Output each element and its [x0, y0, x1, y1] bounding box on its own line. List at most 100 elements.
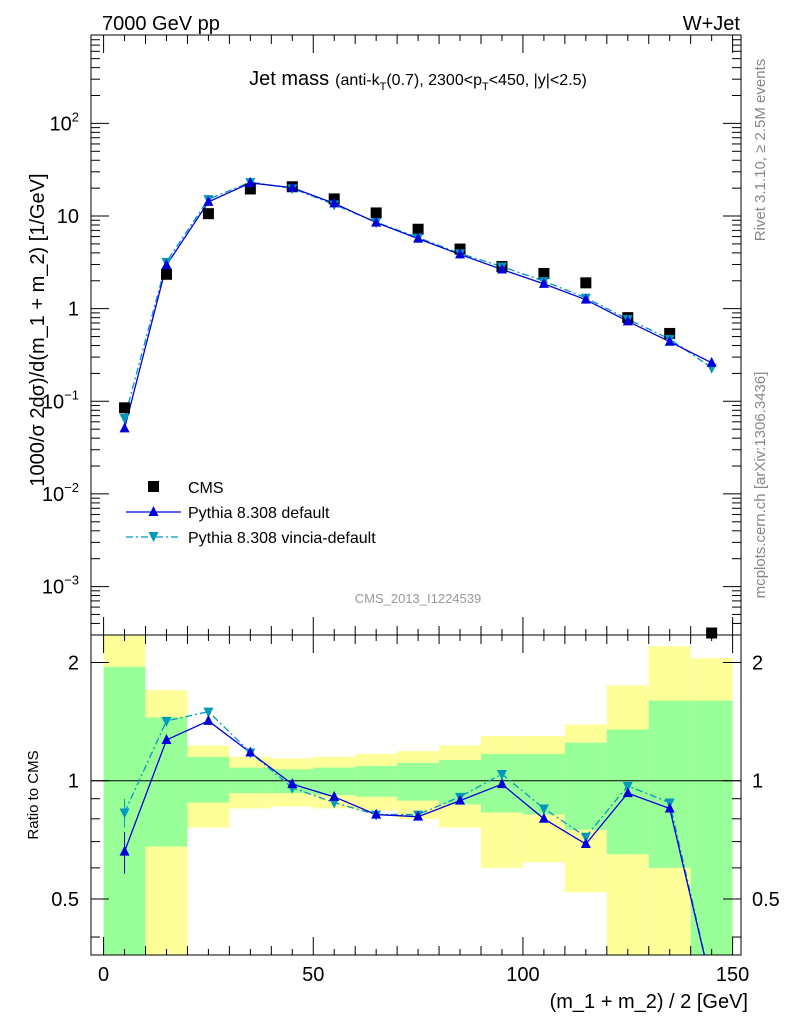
ratio-vincia-point-9 — [496, 770, 507, 781]
ratio-default-point-5 — [329, 790, 340, 801]
ratio-default-point-8 — [455, 794, 466, 805]
default-point-7 — [413, 232, 424, 243]
default-point-1 — [161, 259, 172, 270]
default-point-8 — [455, 248, 466, 259]
analysis-id-label: CMS_2013_I1224539 — [355, 591, 482, 606]
x-tick-label-2: 100 — [506, 964, 539, 986]
y-tick-label-1: 10 — [57, 206, 79, 228]
ratio-default-point-3 — [245, 746, 256, 757]
y-tick-label-5: 10−3 — [42, 573, 79, 599]
ratio-band-inner-11 — [564, 742, 607, 830]
vincia-point-0 — [119, 414, 130, 425]
cms-point-10 — [538, 267, 550, 279]
x-tick-label-3: 150 — [716, 964, 749, 986]
cms-point-1 — [160, 268, 172, 280]
default-point-14 — [706, 356, 717, 367]
legend-cms-marker — [148, 481, 159, 492]
ratio-default-point-2 — [203, 714, 214, 725]
default-point-12 — [622, 315, 633, 326]
ratio-vincia-point-1 — [161, 716, 172, 727]
legend: CMS Pythia 8.308 default Pythia 8.308 vi… — [126, 480, 376, 547]
ratio-tick-label-right-0: 0.5 — [752, 889, 780, 911]
default-point-0 — [119, 422, 130, 433]
ratio-series-group — [119, 707, 706, 955]
ratio-default-point-9 — [496, 778, 507, 789]
energy-label: 7000 GeV pp — [102, 13, 220, 35]
cms-point-13 — [664, 327, 676, 339]
legend-cms-label: CMS — [188, 480, 224, 497]
cms-point-7 — [412, 223, 424, 235]
default-point-2 — [203, 195, 214, 206]
legend-default-marker — [148, 506, 159, 516]
legend-vincia-marker — [148, 532, 159, 542]
x-tick-label-1: 50 — [302, 964, 324, 986]
y-tick-label-4: 10−2 — [42, 480, 79, 506]
legend-vincia-label: Pythia 8.308 vincia-default — [188, 530, 376, 547]
ratio-tick-label-left-1: 1 — [68, 771, 79, 793]
ratio-default-point-12 — [622, 787, 633, 798]
y-tick-label-3: 10−1 — [42, 387, 79, 413]
ratio-vincia-point-0 — [119, 808, 130, 819]
ratio-default-point-1 — [161, 733, 172, 744]
axis-ticks: 0 50 100 150 102 10 1 10−1 10−2 10−3 0.5 0.5 1 1 2 2 — [42, 34, 780, 986]
ratio-band-inner-5 — [313, 767, 356, 795]
title-detail-sub2: T — [482, 81, 489, 93]
default-line — [123, 182, 712, 429]
process-label: W+Jet — [683, 13, 741, 35]
y-axis-title: 1000/σ 2dσ)/d(m_1 + m_2) [1/GeV] — [27, 173, 49, 486]
ratio-tick-label-right-1: 1 — [752, 771, 763, 793]
cms-point-2 — [202, 208, 214, 220]
ratio-tick-label-right-2: 2 — [752, 653, 763, 675]
ratio-vincia-point-10 — [538, 804, 549, 815]
x-axis-title: (m_1 + m_2) / 2 [GeV] — [550, 991, 748, 1013]
ratio-vincia-point-11 — [580, 832, 591, 843]
ratio-default-point-10 — [538, 812, 549, 823]
title-main: Jet mass — [249, 68, 329, 90]
title-detail-b: (0.7), 2300<p — [386, 72, 482, 89]
ratio-default-point-11 — [580, 838, 591, 849]
ratio-default-point-13 — [664, 802, 675, 813]
ratio-band-inner-6 — [355, 766, 398, 797]
default-point-10 — [538, 277, 549, 288]
ratio-band-inner-14 — [690, 700, 733, 955]
chart-title: Jet mass (anti-kT(0.7), 2300<pT<450, |y|<… — [249, 68, 587, 93]
ratio-uncertainty-bands — [103, 635, 733, 955]
cms-point-0 — [119, 402, 131, 414]
ratio-default-point-7 — [413, 810, 424, 821]
y-tick-label-0: 102 — [50, 109, 79, 135]
cms-point-6 — [370, 207, 382, 219]
data-series — [119, 176, 718, 955]
cms-point-3 — [244, 183, 256, 195]
cms-point-14 — [706, 627, 718, 639]
default-point-3 — [245, 176, 256, 187]
ratio-band-inner-13 — [648, 700, 691, 868]
default-point-4 — [287, 181, 298, 192]
main-series-group — [119, 176, 718, 639]
x-tick-label-0: 0 — [98, 964, 109, 986]
title-detail-c: <450, |y|<2.5) — [489, 72, 587, 89]
ratio-vincia-point-5 — [329, 798, 340, 809]
default-point-13 — [664, 335, 675, 346]
ratio-default-point-6 — [371, 808, 382, 819]
default-point-5 — [329, 197, 340, 208]
ratio-plot-frame — [90, 634, 742, 956]
rivet-version-label: Rivet 3.1.10, ≥ 2.5M events — [752, 59, 769, 242]
default-point-11 — [580, 293, 591, 304]
reference-label: mcplots.cern.ch [arXiv:1306.3436] — [752, 372, 769, 599]
ratio-default-point-0 — [119, 845, 130, 856]
title-detail-a: (anti-k — [335, 72, 380, 89]
ratio-axis-title: Ratio to CMS — [25, 750, 42, 839]
cms-point-11 — [580, 277, 592, 289]
ratio-vincia-point-2 — [203, 707, 214, 718]
axes — [90, 34, 742, 956]
ratio-band-inner-2 — [187, 756, 230, 803]
default-point-6 — [371, 216, 382, 227]
default-point-9 — [496, 263, 507, 274]
ratio-tick-label-left-0: 0.5 — [51, 889, 79, 911]
y-tick-label-2: 1 — [68, 299, 79, 321]
ratio-vincia-point-12 — [622, 781, 633, 792]
ratio-tick-label-left-2: 2 — [68, 653, 79, 675]
ratio-default-point-4 — [287, 778, 298, 789]
